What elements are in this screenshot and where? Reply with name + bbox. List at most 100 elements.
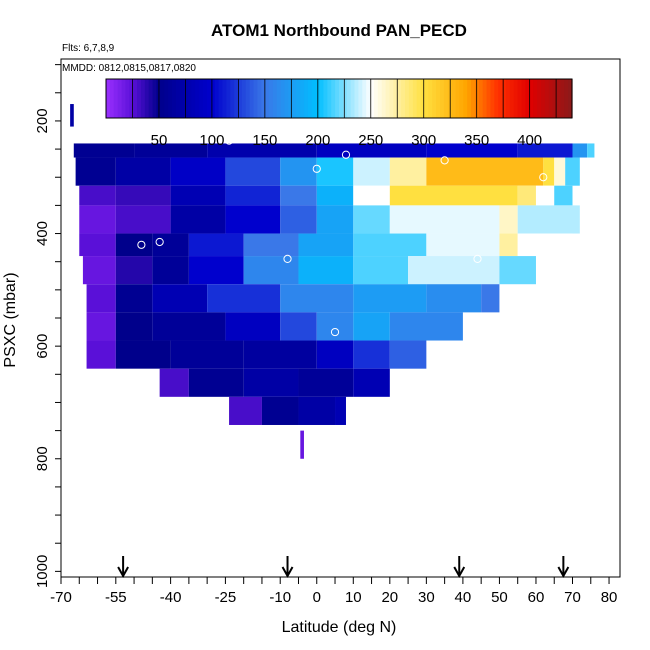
colorbar-segment	[331, 79, 336, 118]
colorbar-segment	[144, 79, 150, 118]
heatmap-cell	[298, 256, 354, 285]
heatmap-cell	[243, 256, 299, 285]
heatmap-cell	[79, 233, 116, 257]
colorbar-segment	[544, 79, 550, 118]
y-tick-label: 800	[34, 446, 51, 471]
heatmap-cell	[225, 205, 281, 234]
flight-arrow	[453, 556, 466, 579]
colorbar-segment	[509, 79, 515, 118]
colorbar-segment	[292, 79, 297, 118]
heatmap-cell	[353, 340, 390, 369]
colorbar-segment	[199, 79, 204, 118]
heatmap-cell	[188, 368, 244, 397]
colorbar-segment	[152, 79, 158, 118]
colorbar-segment	[533, 79, 538, 118]
x-tick-label: -25	[215, 589, 237, 606]
sample-circle	[539, 173, 548, 182]
colorbar-segment	[389, 79, 394, 118]
heatmap-cell	[316, 312, 354, 341]
sample-circle	[422, 130, 431, 140]
x-tick-label: -55	[105, 589, 127, 606]
colorbar-segment	[478, 79, 484, 118]
colorbar-segment	[339, 79, 344, 118]
colorbar-segment	[187, 79, 193, 118]
colorbar-segment	[432, 79, 437, 118]
heatmap-cell	[75, 157, 116, 186]
heatmap-cell	[499, 233, 518, 257]
flight-arrow	[281, 556, 294, 579]
colorbar-segment	[494, 79, 499, 118]
colorbar-segment	[471, 79, 476, 118]
colorbar-segment	[513, 79, 519, 118]
colorbar-segment	[257, 79, 262, 118]
heatmap-cell	[499, 205, 518, 234]
colorbar-segment	[560, 79, 565, 118]
sample-circle	[330, 327, 340, 337]
colorbar-segment	[482, 79, 488, 118]
colorbar-segment	[129, 79, 134, 118]
colorbar-segment	[226, 79, 231, 118]
x-axis-label: Latitude (deg N)	[282, 619, 397, 636]
colorbar-tick-label: 300	[411, 132, 436, 149]
colorbar-segment	[164, 79, 169, 118]
sample-circle	[283, 254, 292, 263]
colorbar-segment	[276, 79, 282, 118]
x-tick-label: 0	[313, 589, 321, 606]
colorbar-segment	[191, 79, 196, 118]
colorbar-segment	[175, 79, 181, 118]
colorbar-segment	[203, 79, 208, 118]
chart-title: ATOM1 Northbound PAN_PECD	[211, 21, 467, 40]
heatmap-cell	[86, 312, 116, 341]
heatmap-cell	[353, 284, 427, 313]
heatmap-cell	[298, 396, 336, 425]
colorbar-segment	[350, 79, 356, 118]
colorbar-segment	[443, 79, 449, 118]
heatmap-cell	[426, 157, 544, 186]
heatmap-cell	[426, 143, 518, 158]
colorbar-segment	[148, 79, 154, 118]
heatmap-cell	[170, 340, 244, 369]
flight-arrow	[557, 556, 570, 579]
colorbar-segment	[261, 79, 266, 118]
y-tick-label: 600	[34, 334, 51, 359]
colorbar-segment	[210, 79, 216, 118]
sample-circle	[440, 156, 449, 165]
heatmap-cell	[587, 143, 595, 158]
heatmap-cell	[73, 143, 135, 158]
sample-circle	[312, 164, 321, 173]
colorbar-segment	[428, 79, 433, 118]
colorbar-segment	[117, 79, 123, 118]
heatmap-cell	[316, 185, 354, 206]
heatmap-cell	[115, 233, 153, 257]
heatmap-cell	[572, 143, 588, 158]
x-axis: -70 -55 -40 -25 -10 0 10 20 30 40 50 60 70 80	[50, 577, 617, 606]
colorbar-segment	[113, 79, 119, 118]
colorbar-segment	[125, 79, 130, 118]
heatmap-cell	[389, 185, 518, 206]
heatmap-cell	[353, 205, 390, 234]
colorbar-segment	[121, 79, 127, 118]
colorbar-segment	[358, 79, 363, 118]
colorbar-segment	[172, 79, 177, 118]
y-tick-label: 400	[34, 221, 51, 246]
colorbar-segment	[109, 79, 115, 118]
sample-circle	[341, 150, 351, 159]
heatmap-cell	[298, 368, 354, 397]
x-tick-label: 50	[491, 589, 508, 606]
colorbar-tick-label: 400	[517, 132, 542, 149]
colorbar-tick-label: 200	[305, 132, 330, 149]
colorbar-ticks: 50 100 150 200 250 300 350 400	[132, 79, 557, 149]
heatmap-cell	[82, 256, 116, 285]
colorbar-segment	[416, 79, 422, 118]
colorbar-segment	[272, 79, 278, 118]
heatmap-cell	[543, 157, 555, 186]
heatmap-cell	[389, 205, 500, 234]
flight-arrow	[117, 556, 129, 579]
colorbar-segment	[385, 79, 391, 118]
heatmap-cell	[353, 312, 390, 341]
heatmap-cells	[70, 104, 595, 459]
heatmap-cell	[535, 185, 555, 206]
heatmap-cell	[115, 157, 171, 186]
colorbar-segment	[463, 79, 468, 118]
colorbar-segment	[405, 79, 410, 118]
